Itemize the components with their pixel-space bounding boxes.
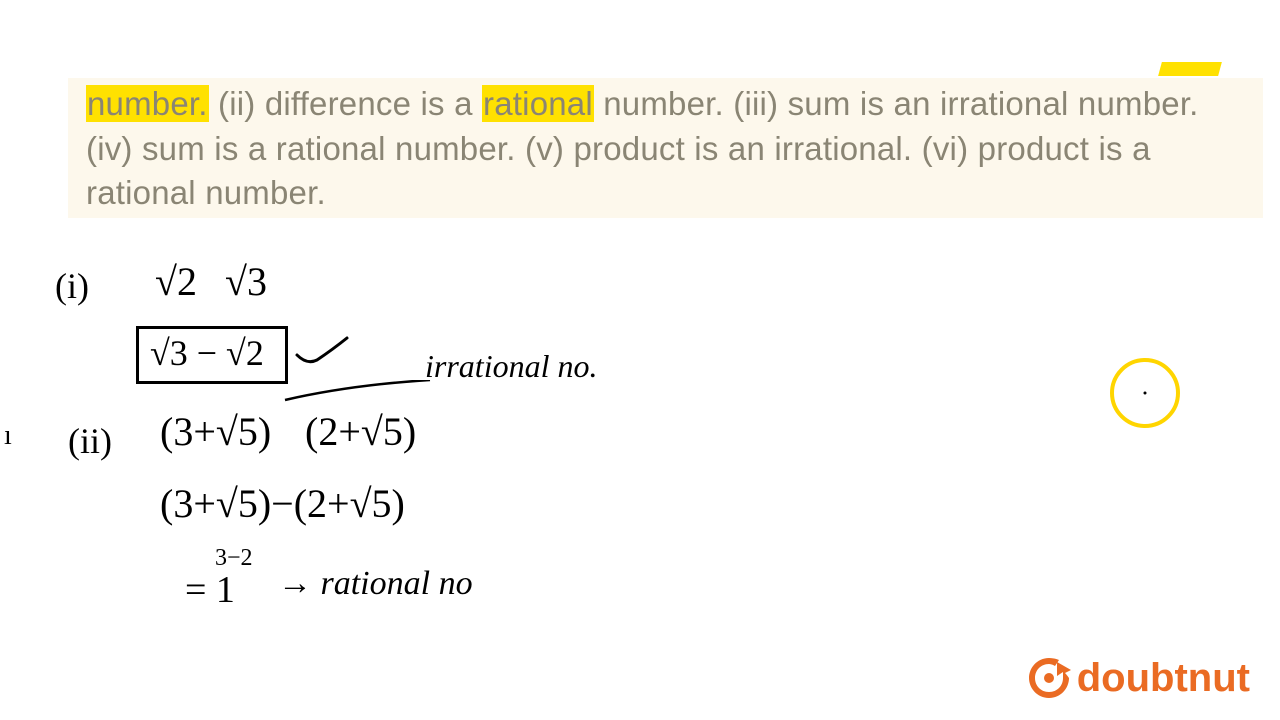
val-sqrt2: √2	[155, 258, 197, 305]
margin-mark: ı	[4, 420, 12, 452]
highlight-rational: rational	[482, 85, 594, 122]
label-rational-no: → rational no	[278, 565, 473, 603]
label-i: (i)	[55, 265, 89, 307]
highlight-number: number.	[86, 85, 209, 122]
cursor-highlight-icon	[1110, 358, 1180, 428]
checkmark-icon	[292, 330, 362, 380]
expr-3plus-sqrt5: (3+√5)	[160, 408, 271, 455]
accent-mark	[1158, 62, 1222, 76]
question-text-box: number. (ii) difference is a rational nu…	[68, 78, 1263, 218]
brand-name: doubtnut	[1077, 656, 1250, 701]
brand-logo[interactable]: doubtnut	[1025, 654, 1250, 702]
boxed-sqrt3-minus-sqrt2: √3 − √2	[150, 332, 264, 374]
label-ii: (ii)	[68, 420, 112, 462]
val-sqrt3: √3	[225, 258, 267, 305]
expr-subtraction: (3+√5)−(2+√5)	[160, 480, 405, 527]
question-part-ii-a: (ii) difference is a	[209, 85, 482, 122]
expr-2plus-sqrt5: (2+√5)	[305, 408, 416, 455]
label-irrational-no: irrational no.	[425, 348, 597, 385]
result-equals-1: = 1	[185, 568, 235, 612]
doubtnut-logo-icon	[1025, 654, 1073, 702]
pointer-line	[280, 380, 440, 410]
